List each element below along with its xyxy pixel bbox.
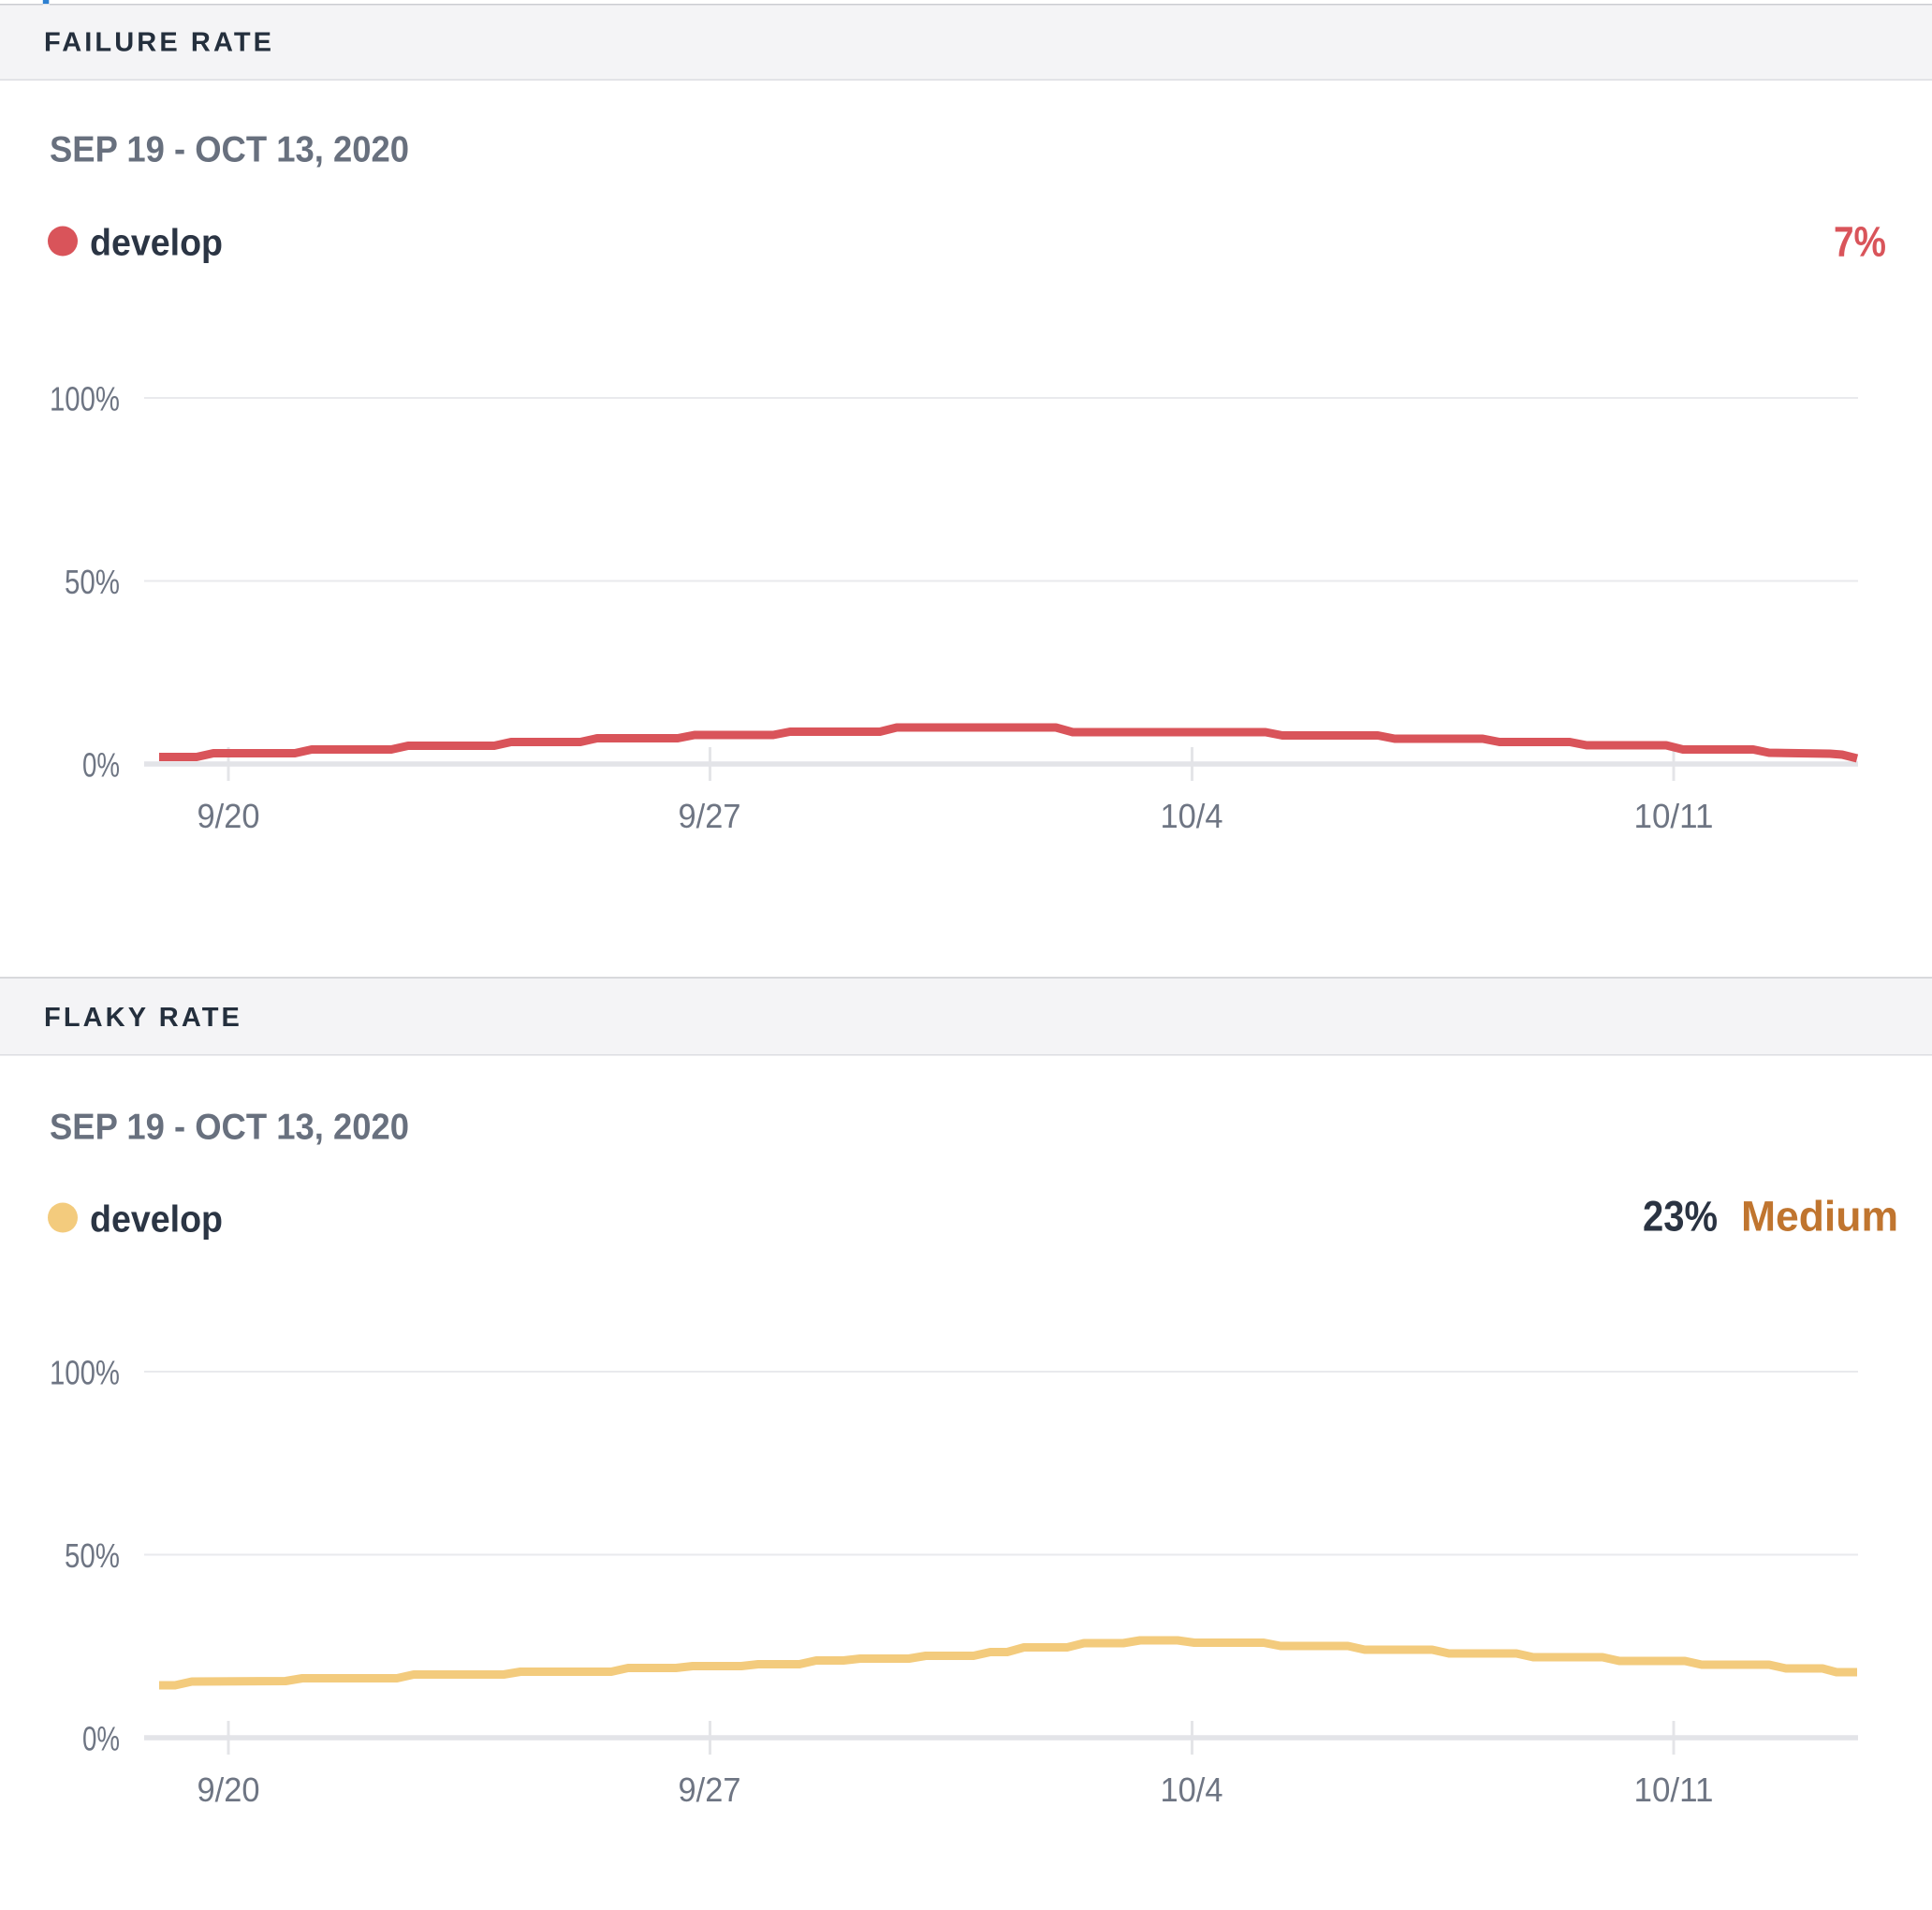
svg-text:9/27: 9/27 bbox=[679, 1770, 741, 1809]
svg-text:FLAKY RATE: FLAKY RATE bbox=[44, 1003, 242, 1033]
svg-text:9/20: 9/20 bbox=[198, 797, 260, 835]
svg-text:0%: 0% bbox=[82, 746, 120, 785]
svg-text:0%: 0% bbox=[82, 1720, 120, 1758]
svg-text:10/4: 10/4 bbox=[1161, 797, 1223, 835]
svg-text:9/27: 9/27 bbox=[679, 797, 741, 835]
svg-text:SEP 19 - OCT 13, 2020: SEP 19 - OCT 13, 2020 bbox=[50, 1108, 409, 1148]
svg-text:50%: 50% bbox=[65, 563, 120, 601]
svg-text:23%: 23% bbox=[1643, 1193, 1718, 1241]
svg-text:SEP 19 - OCT 13, 2020: SEP 19 - OCT 13, 2020 bbox=[50, 130, 409, 170]
svg-text:100%: 100% bbox=[50, 380, 120, 419]
svg-text:develop: develop bbox=[90, 1199, 223, 1241]
svg-text:FAILURE RATE: FAILURE RATE bbox=[44, 28, 274, 58]
svg-text:9/20: 9/20 bbox=[198, 1770, 260, 1809]
svg-text:100%: 100% bbox=[50, 1354, 120, 1392]
svg-text:develop: develop bbox=[90, 223, 223, 264]
svg-text:Medium: Medium bbox=[1741, 1193, 1898, 1241]
svg-text:10/4: 10/4 bbox=[1161, 1770, 1223, 1809]
svg-text:7%: 7% bbox=[1834, 218, 1886, 266]
svg-text:10/11: 10/11 bbox=[1634, 797, 1714, 835]
svg-text:50%: 50% bbox=[65, 1536, 120, 1575]
svg-text:10/11: 10/11 bbox=[1634, 1770, 1714, 1809]
